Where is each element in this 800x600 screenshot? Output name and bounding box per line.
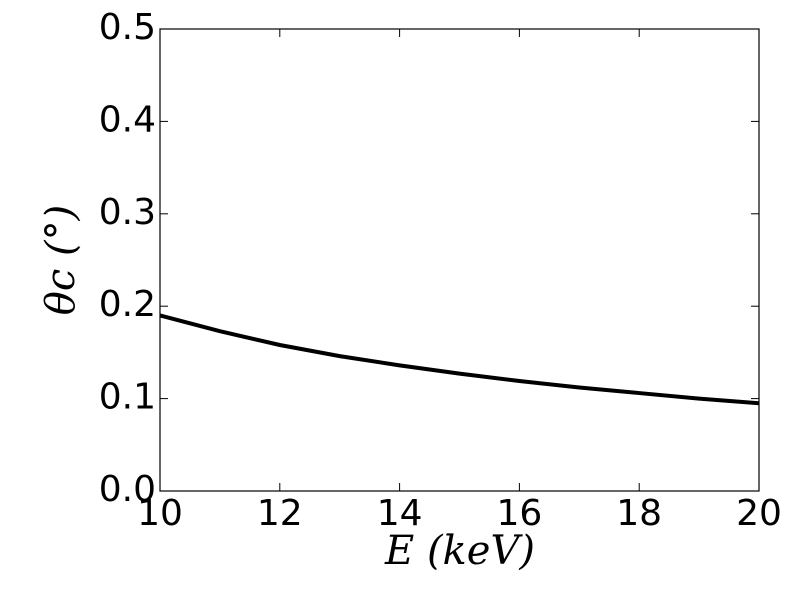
x-tick-label: 16: [496, 493, 542, 534]
x-tick-label: 20: [736, 493, 782, 534]
y-axis-label: θc (°): [38, 205, 84, 315]
x-axis-label: E (keV): [384, 528, 535, 574]
y-tick-label: 0.1: [99, 377, 156, 418]
y-tick-label: 0.5: [99, 7, 156, 48]
y-tick-label: 0.0: [99, 469, 156, 510]
x-tick-label: 18: [616, 493, 662, 534]
plot-frame: [159, 28, 760, 492]
y-tick-label: 0.3: [99, 192, 156, 233]
y-tick-label: 0.4: [99, 99, 156, 140]
x-tick-label: 10: [137, 493, 183, 534]
x-tick-label: 12: [257, 493, 303, 534]
line: [159, 313, 760, 406]
y-tick-label: 0.2: [99, 284, 156, 325]
x-tick-label: 14: [377, 493, 423, 534]
